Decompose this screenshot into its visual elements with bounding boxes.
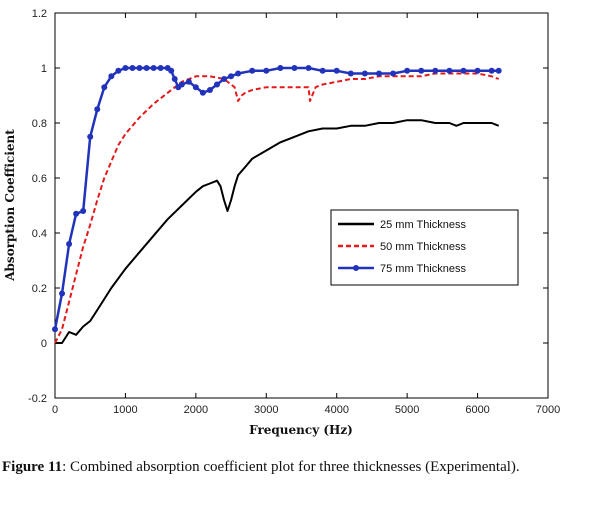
- series-point: [136, 65, 143, 71]
- y-tick-label: -0.2: [28, 393, 47, 405]
- caption-label: Figure 11: [2, 459, 63, 475]
- series-point: [263, 67, 270, 74]
- series-point: [157, 65, 164, 71]
- series-point: [305, 65, 312, 71]
- series-point: [122, 65, 129, 71]
- series-point: [404, 67, 411, 74]
- series-point: [178, 81, 185, 88]
- series-point: [418, 67, 425, 74]
- plot-frame: [54, 12, 549, 399]
- x-tick-label: 5000: [395, 404, 419, 416]
- x-tick-label: 4000: [324, 404, 348, 416]
- series-point: [108, 73, 115, 80]
- series-point: [171, 76, 178, 82]
- series-point: [277, 65, 284, 71]
- series-point: [150, 65, 157, 71]
- series-point: [460, 67, 467, 74]
- series-point: [319, 67, 326, 74]
- y-tick-label: 1: [41, 63, 47, 75]
- x-tick-label: 7000: [536, 404, 560, 416]
- series-line-3: [53, 66, 499, 330]
- tick-marks: [54, 12, 549, 399]
- series-point: [228, 73, 235, 80]
- series-point: [390, 70, 397, 77]
- series-line-2: [54, 72, 500, 344]
- series-line-1: [55, 119, 500, 344]
- series-point: [206, 87, 213, 93]
- series-point: [73, 210, 80, 217]
- series-point: [80, 208, 87, 214]
- legend-box: [330, 209, 519, 286]
- series-point: [66, 241, 73, 247]
- legend-marker: [353, 265, 359, 271]
- y-tick-label: 0.4: [32, 228, 47, 240]
- series-point: [221, 76, 228, 82]
- x-tick-label: 6000: [465, 404, 489, 416]
- series-point: [199, 89, 206, 96]
- series-point: [101, 84, 108, 91]
- y-tick-label: 0.6: [32, 173, 47, 185]
- series-point: [347, 70, 354, 77]
- series-point: [192, 84, 199, 91]
- series-point: [87, 133, 94, 140]
- legend-label-1: 25 mm Thickness: [380, 219, 466, 231]
- x-tick-label: 3000: [254, 404, 278, 416]
- y-tick-label: 0.8: [32, 118, 47, 130]
- series-point: [213, 81, 220, 88]
- series-point: [235, 70, 242, 77]
- series-point: [249, 67, 256, 74]
- caption-text: : Combined absorption coefficient plot f…: [62, 459, 520, 475]
- y-tick-label: 1.2: [32, 8, 47, 20]
- series-point: [474, 67, 481, 74]
- series-point: [115, 67, 122, 74]
- series-point: [432, 67, 439, 74]
- legend-label-3: 75 mm Thickness: [380, 263, 466, 275]
- series-point: [446, 67, 453, 74]
- series-point: [488, 67, 495, 74]
- series-point: [375, 70, 382, 77]
- series-point: [291, 65, 298, 71]
- series-point: [361, 70, 368, 77]
- series-point: [333, 67, 340, 74]
- series-point: [94, 106, 101, 113]
- x-tick-label: 0: [52, 404, 58, 416]
- series-point: [59, 290, 66, 297]
- series-point: [52, 326, 58, 333]
- figure-caption: Figure 11: Combined absorption coefficie…: [2, 458, 572, 477]
- y-tick-label: 0: [41, 338, 47, 350]
- x-axis-label: Frequency (Hz): [249, 423, 353, 437]
- x-tick-label: 2000: [184, 404, 208, 416]
- y-tick-label: 0.2: [32, 283, 47, 295]
- absorption-chart: 0 1000 2000 3000 4000 5000 6000 7000 -0.2 0 0.2 0.4…: [3, 8, 560, 437]
- series-point: [185, 78, 192, 85]
- series-layer: [52, 65, 502, 344]
- series-point: [495, 67, 502, 74]
- legend-label-2: 50 mm Thickness: [380, 241, 466, 253]
- series-point: [143, 65, 150, 71]
- y-axis-label: Absorption Coefficient: [3, 129, 17, 282]
- tick-labels: 0 1000 2000 3000 4000 5000 6000 7000 -0.2 0 0.2 0.4…: [28, 8, 560, 416]
- x-tick-label: 1000: [113, 404, 137, 416]
- series-point: [129, 65, 136, 71]
- series-point: [168, 67, 175, 74]
- legend: 25 mm Thickness 50 mm Thickness 75 mm Thic…: [330, 209, 519, 286]
